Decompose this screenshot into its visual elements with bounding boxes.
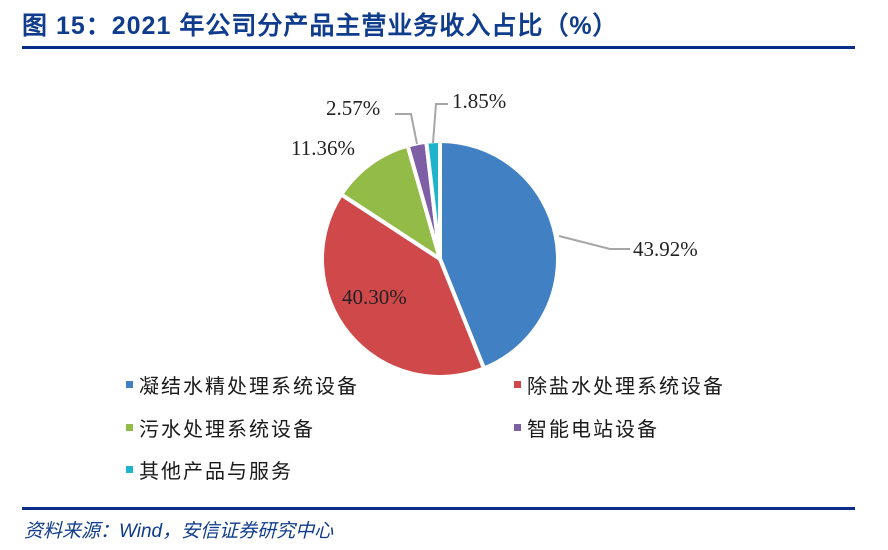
leader-line-1-85 [432, 103, 448, 144]
figure-title: 图 15：2021 年公司分产品主营业务收入占比（%） [22, 12, 619, 40]
slice-label-other: 1.85% [452, 89, 506, 113]
legend-swatch-green-icon [126, 424, 133, 431]
legend-item-other: 其他产品与服务 [126, 455, 293, 484]
legend-label: 其他产品与服务 [139, 459, 293, 483]
legend-label: 智能电站设备 [527, 417, 659, 441]
pie-slices [320, 139, 560, 379]
legend-swatch-cyan-icon [126, 466, 133, 473]
leader-lines [395, 103, 630, 250]
slice-label-demineralized: 40.30% [342, 285, 407, 309]
slice-label-smart-station: 2.57% [326, 96, 380, 120]
legend-label: 污水处理系统设备 [139, 417, 315, 441]
legend-item-smart-station: 智能电站设备 [514, 413, 659, 442]
legend-item-wastewater: 污水处理系统设备 [126, 413, 315, 442]
source-divider [22, 507, 855, 510]
legend-swatch-purple-icon [514, 424, 521, 431]
leader-line-2-57 [395, 113, 418, 145]
legend-swatch-red-icon [514, 381, 521, 388]
pie-slice-demineralized [320, 192, 486, 379]
legend-label: 凝结水精处理系统设备 [139, 374, 359, 398]
legend-item-condensate: 凝结水精处理系统设备 [126, 370, 359, 399]
leader-line-43-92 [558, 235, 630, 250]
slice-label-condensate: 43.92% [633, 237, 698, 261]
title-divider [22, 46, 855, 49]
slice-label-wastewater: 11.36% [291, 136, 355, 160]
legend-label: 除盐水处理系统设备 [527, 374, 725, 398]
legend-swatch-blue-icon [126, 381, 133, 388]
pie-slice-condensate [438, 139, 560, 371]
source-note: 资料来源：Wind，安信证券研究中心 [24, 521, 334, 542]
legend-item-demineralized: 除盐水处理系统设备 [514, 370, 725, 399]
